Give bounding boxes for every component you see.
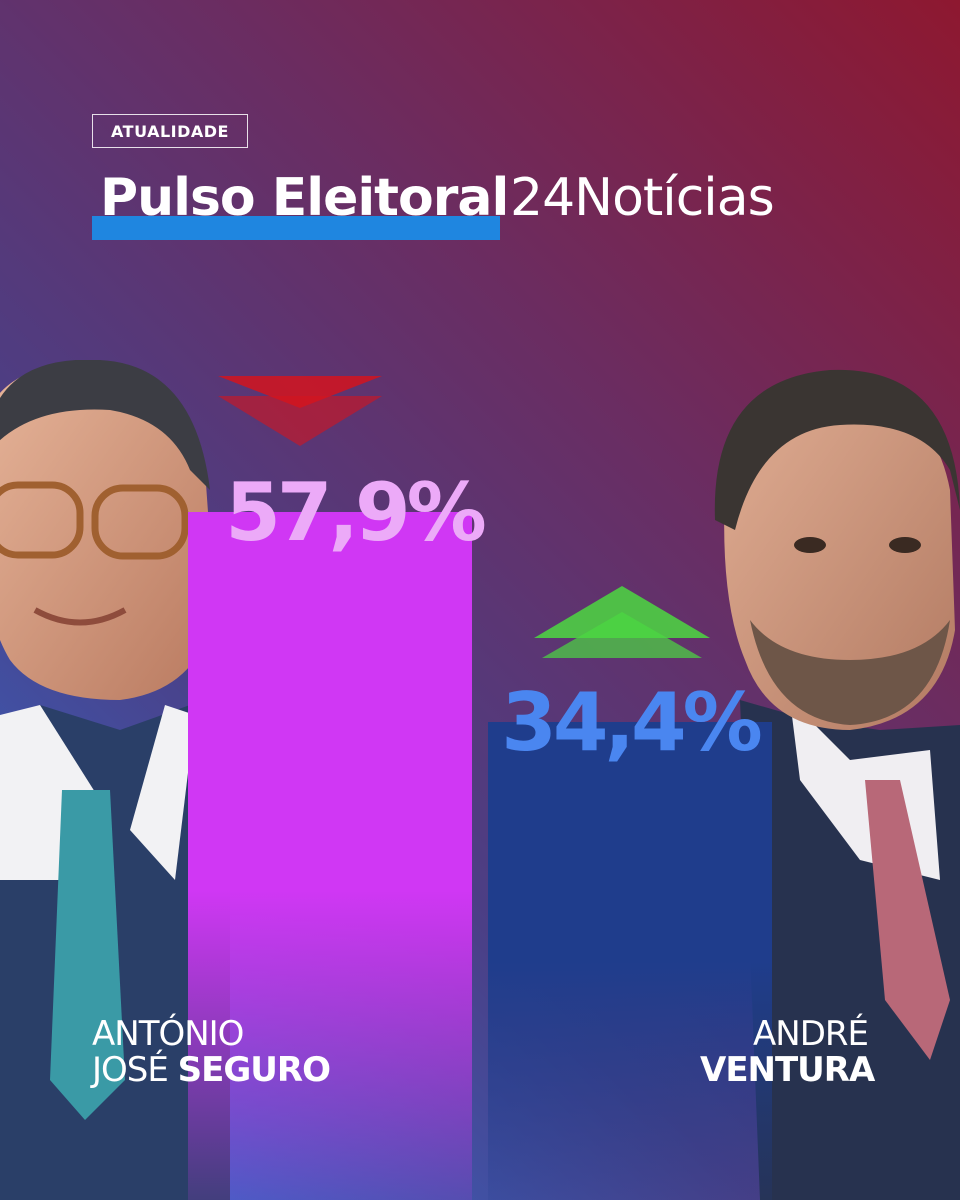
up-arrow-icon (534, 586, 710, 658)
title-bold: Pulso Eleitoral (100, 168, 509, 228)
first-name: ANTÓNIO (92, 1014, 244, 1054)
section-tag: ATUALIDADE (92, 114, 248, 148)
portrait-icon (0, 360, 230, 1200)
bar (488, 722, 772, 1200)
title-highlight-bar (92, 216, 500, 240)
bar (188, 512, 472, 1200)
last-name: SEGURO (177, 1050, 331, 1090)
title-brand: 24Notícias (510, 168, 775, 228)
data-label: 34,4% (501, 676, 760, 769)
candidate-name-left: ANTÓNIO JOSÉ SEGURO (92, 1014, 331, 1090)
candidate-name-right: ANDRÉ VENTURA (700, 1014, 875, 1090)
last-name: VENTURA (700, 1050, 875, 1090)
first-name: ANDRÉ (753, 1014, 869, 1054)
portrait-icon (714, 369, 960, 1200)
middle-name: JOSÉ (92, 1050, 169, 1090)
data-label: 57,9% (225, 466, 484, 559)
down-arrow-icon (218, 376, 382, 446)
